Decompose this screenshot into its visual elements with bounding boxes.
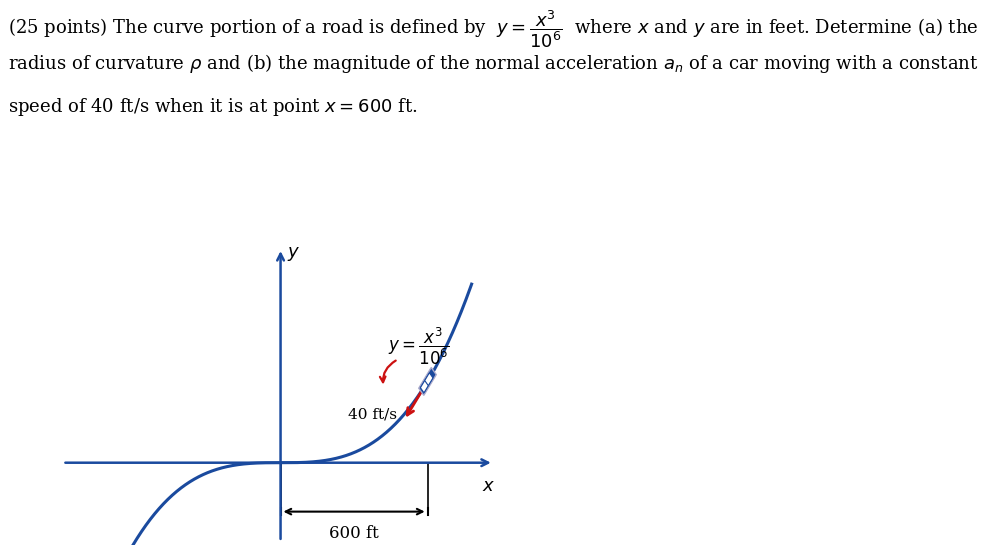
Polygon shape [421, 380, 429, 393]
Polygon shape [425, 373, 433, 386]
Polygon shape [419, 368, 436, 396]
Text: $y = \dfrac{x^3}{10^6}$: $y = \dfrac{x^3}{10^6}$ [389, 325, 450, 367]
Text: speed of 40 ft/s when it is at point $x = 600$ ft.: speed of 40 ft/s when it is at point $x … [8, 96, 418, 118]
Text: radius of curvature $\rho$ and (b) the magnitude of the normal acceleration $a_n: radius of curvature $\rho$ and (b) the m… [8, 52, 979, 75]
Text: (25 points) The curve portion of a road is defined by  $y = \dfrac{x^3}{10^6}$  : (25 points) The curve portion of a road … [8, 8, 978, 50]
Text: $y$: $y$ [288, 245, 301, 263]
Text: 600 ft: 600 ft [330, 525, 379, 542]
Text: 40 ft/s: 40 ft/s [348, 407, 397, 422]
Text: $x$: $x$ [482, 477, 495, 495]
